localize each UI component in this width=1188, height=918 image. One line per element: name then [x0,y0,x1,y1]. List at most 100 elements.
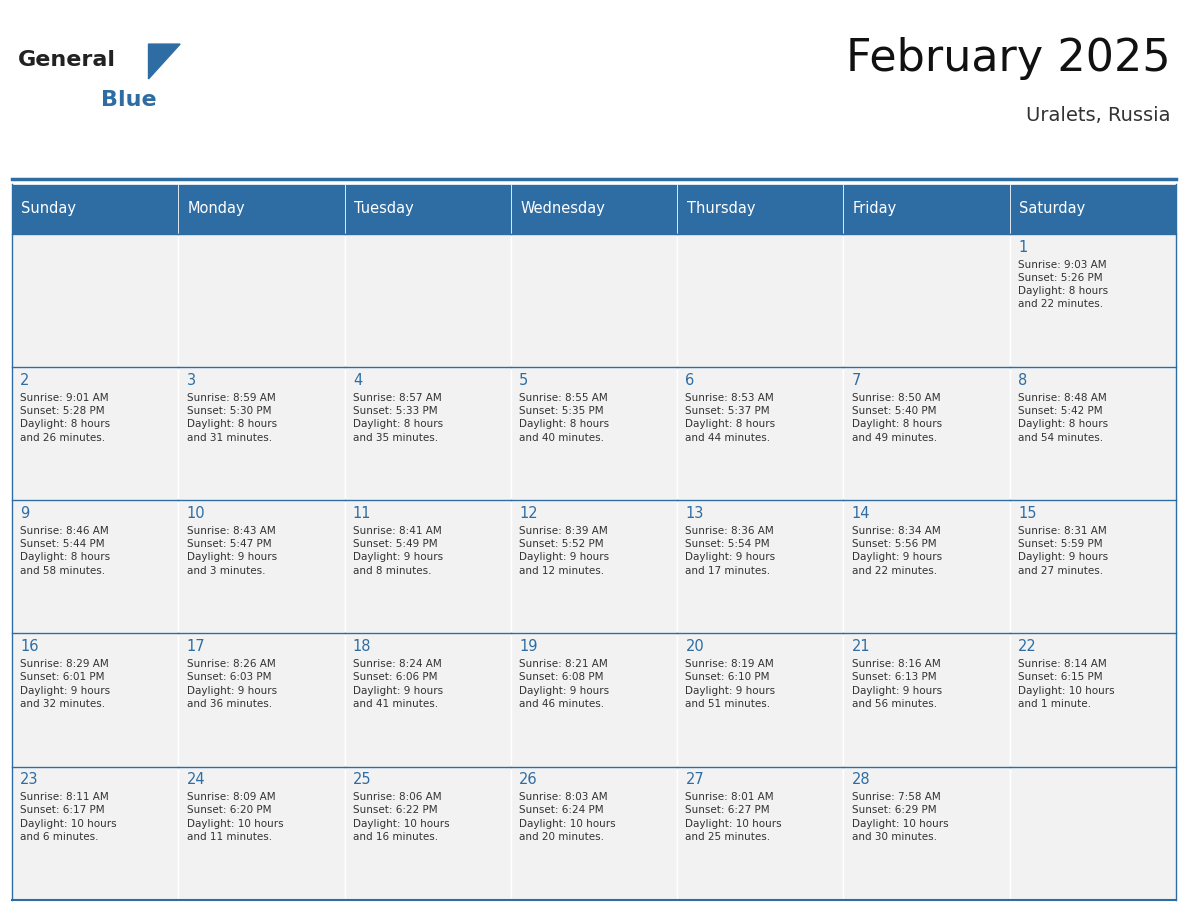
Text: Sunrise: 9:03 AM
Sunset: 5:26 PM
Daylight: 8 hours
and 22 minutes.: Sunrise: 9:03 AM Sunset: 5:26 PM Dayligh… [1018,260,1108,309]
Text: Uralets, Russia: Uralets, Russia [1025,106,1170,125]
Text: Sunrise: 8:34 AM
Sunset: 5:56 PM
Daylight: 9 hours
and 22 minutes.: Sunrise: 8:34 AM Sunset: 5:56 PM Dayligh… [852,526,942,576]
Text: 7: 7 [852,373,861,387]
Text: Sunrise: 8:59 AM
Sunset: 5:30 PM
Daylight: 8 hours
and 31 minutes.: Sunrise: 8:59 AM Sunset: 5:30 PM Dayligh… [187,393,277,442]
Text: 27: 27 [685,772,704,787]
Text: 5: 5 [519,373,529,387]
FancyBboxPatch shape [178,767,345,900]
FancyBboxPatch shape [843,633,1010,767]
Text: 13: 13 [685,506,703,521]
FancyBboxPatch shape [1010,234,1176,367]
Text: 11: 11 [353,506,372,521]
Text: Blue: Blue [101,90,157,110]
FancyBboxPatch shape [511,234,677,367]
Text: Sunday: Sunday [21,201,76,217]
Text: Saturday: Saturday [1019,201,1086,217]
Text: 3: 3 [187,373,196,387]
Text: Sunrise: 8:57 AM
Sunset: 5:33 PM
Daylight: 8 hours
and 35 minutes.: Sunrise: 8:57 AM Sunset: 5:33 PM Dayligh… [353,393,443,442]
Text: 23: 23 [20,772,39,787]
FancyBboxPatch shape [1010,184,1176,234]
Text: Sunrise: 8:46 AM
Sunset: 5:44 PM
Daylight: 8 hours
and 58 minutes.: Sunrise: 8:46 AM Sunset: 5:44 PM Dayligh… [20,526,110,576]
FancyBboxPatch shape [345,633,511,767]
Text: 14: 14 [852,506,871,521]
Text: Sunrise: 7:58 AM
Sunset: 6:29 PM
Daylight: 10 hours
and 30 minutes.: Sunrise: 7:58 AM Sunset: 6:29 PM Dayligh… [852,792,948,842]
FancyBboxPatch shape [178,500,345,633]
Text: 22: 22 [1018,639,1037,654]
FancyBboxPatch shape [677,500,843,633]
Text: Sunrise: 8:19 AM
Sunset: 6:10 PM
Daylight: 9 hours
and 51 minutes.: Sunrise: 8:19 AM Sunset: 6:10 PM Dayligh… [685,659,776,709]
FancyBboxPatch shape [511,767,677,900]
FancyBboxPatch shape [1010,367,1176,500]
FancyBboxPatch shape [1010,500,1176,633]
Text: Sunrise: 8:21 AM
Sunset: 6:08 PM
Daylight: 9 hours
and 46 minutes.: Sunrise: 8:21 AM Sunset: 6:08 PM Dayligh… [519,659,609,709]
Text: 21: 21 [852,639,871,654]
Text: 20: 20 [685,639,704,654]
Text: Thursday: Thursday [687,201,756,217]
Text: Sunrise: 8:11 AM
Sunset: 6:17 PM
Daylight: 10 hours
and 6 minutes.: Sunrise: 8:11 AM Sunset: 6:17 PM Dayligh… [20,792,116,842]
FancyBboxPatch shape [178,367,345,500]
Text: Sunrise: 8:39 AM
Sunset: 5:52 PM
Daylight: 9 hours
and 12 minutes.: Sunrise: 8:39 AM Sunset: 5:52 PM Dayligh… [519,526,609,576]
Text: 10: 10 [187,506,206,521]
FancyBboxPatch shape [1010,633,1176,767]
Text: 19: 19 [519,639,538,654]
FancyBboxPatch shape [843,184,1010,234]
Text: 26: 26 [519,772,538,787]
Polygon shape [148,44,181,79]
FancyBboxPatch shape [677,234,843,367]
FancyBboxPatch shape [511,500,677,633]
FancyBboxPatch shape [1010,767,1176,900]
Text: Sunrise: 8:31 AM
Sunset: 5:59 PM
Daylight: 9 hours
and 27 minutes.: Sunrise: 8:31 AM Sunset: 5:59 PM Dayligh… [1018,526,1108,576]
Text: Sunrise: 8:48 AM
Sunset: 5:42 PM
Daylight: 8 hours
and 54 minutes.: Sunrise: 8:48 AM Sunset: 5:42 PM Dayligh… [1018,393,1108,442]
Text: 24: 24 [187,772,206,787]
FancyBboxPatch shape [345,767,511,900]
FancyBboxPatch shape [677,184,843,234]
Text: Sunrise: 8:26 AM
Sunset: 6:03 PM
Daylight: 9 hours
and 36 minutes.: Sunrise: 8:26 AM Sunset: 6:03 PM Dayligh… [187,659,277,709]
Text: Sunrise: 8:41 AM
Sunset: 5:49 PM
Daylight: 9 hours
and 8 minutes.: Sunrise: 8:41 AM Sunset: 5:49 PM Dayligh… [353,526,443,576]
Text: Sunrise: 8:24 AM
Sunset: 6:06 PM
Daylight: 9 hours
and 41 minutes.: Sunrise: 8:24 AM Sunset: 6:06 PM Dayligh… [353,659,443,709]
Text: 25: 25 [353,772,372,787]
Text: 12: 12 [519,506,538,521]
FancyBboxPatch shape [12,500,178,633]
FancyBboxPatch shape [12,234,178,367]
Text: Friday: Friday [853,201,897,217]
Text: Sunrise: 8:14 AM
Sunset: 6:15 PM
Daylight: 10 hours
and 1 minute.: Sunrise: 8:14 AM Sunset: 6:15 PM Dayligh… [1018,659,1114,709]
Text: Sunrise: 8:03 AM
Sunset: 6:24 PM
Daylight: 10 hours
and 20 minutes.: Sunrise: 8:03 AM Sunset: 6:24 PM Dayligh… [519,792,615,842]
FancyBboxPatch shape [511,633,677,767]
Text: 2: 2 [20,373,30,387]
Text: Sunrise: 8:16 AM
Sunset: 6:13 PM
Daylight: 9 hours
and 56 minutes.: Sunrise: 8:16 AM Sunset: 6:13 PM Dayligh… [852,659,942,709]
Text: 1: 1 [1018,240,1028,254]
Text: Sunrise: 8:36 AM
Sunset: 5:54 PM
Daylight: 9 hours
and 17 minutes.: Sunrise: 8:36 AM Sunset: 5:54 PM Dayligh… [685,526,776,576]
FancyBboxPatch shape [12,184,178,234]
Text: Tuesday: Tuesday [354,201,413,217]
Text: Sunrise: 9:01 AM
Sunset: 5:28 PM
Daylight: 8 hours
and 26 minutes.: Sunrise: 9:01 AM Sunset: 5:28 PM Dayligh… [20,393,110,442]
FancyBboxPatch shape [12,767,178,900]
FancyBboxPatch shape [178,234,345,367]
Text: Sunrise: 8:01 AM
Sunset: 6:27 PM
Daylight: 10 hours
and 25 minutes.: Sunrise: 8:01 AM Sunset: 6:27 PM Dayligh… [685,792,782,842]
Text: Sunrise: 8:43 AM
Sunset: 5:47 PM
Daylight: 9 hours
and 3 minutes.: Sunrise: 8:43 AM Sunset: 5:47 PM Dayligh… [187,526,277,576]
Text: Wednesday: Wednesday [520,201,605,217]
FancyBboxPatch shape [677,767,843,900]
FancyBboxPatch shape [345,184,511,234]
Text: 16: 16 [20,639,39,654]
FancyBboxPatch shape [511,367,677,500]
FancyBboxPatch shape [843,500,1010,633]
Text: 8: 8 [1018,373,1028,387]
FancyBboxPatch shape [843,767,1010,900]
FancyBboxPatch shape [345,234,511,367]
FancyBboxPatch shape [345,367,511,500]
FancyBboxPatch shape [178,184,345,234]
FancyBboxPatch shape [843,234,1010,367]
FancyBboxPatch shape [12,633,178,767]
Text: 6: 6 [685,373,695,387]
Text: Sunrise: 8:50 AM
Sunset: 5:40 PM
Daylight: 8 hours
and 49 minutes.: Sunrise: 8:50 AM Sunset: 5:40 PM Dayligh… [852,393,942,442]
FancyBboxPatch shape [345,500,511,633]
FancyBboxPatch shape [677,367,843,500]
FancyBboxPatch shape [178,633,345,767]
Text: General: General [18,50,115,71]
Text: Sunrise: 8:09 AM
Sunset: 6:20 PM
Daylight: 10 hours
and 11 minutes.: Sunrise: 8:09 AM Sunset: 6:20 PM Dayligh… [187,792,283,842]
FancyBboxPatch shape [12,367,178,500]
Text: 4: 4 [353,373,362,387]
Text: Sunrise: 8:06 AM
Sunset: 6:22 PM
Daylight: 10 hours
and 16 minutes.: Sunrise: 8:06 AM Sunset: 6:22 PM Dayligh… [353,792,449,842]
Text: February 2025: February 2025 [846,37,1170,80]
Text: Monday: Monday [188,201,246,217]
Text: 15: 15 [1018,506,1037,521]
